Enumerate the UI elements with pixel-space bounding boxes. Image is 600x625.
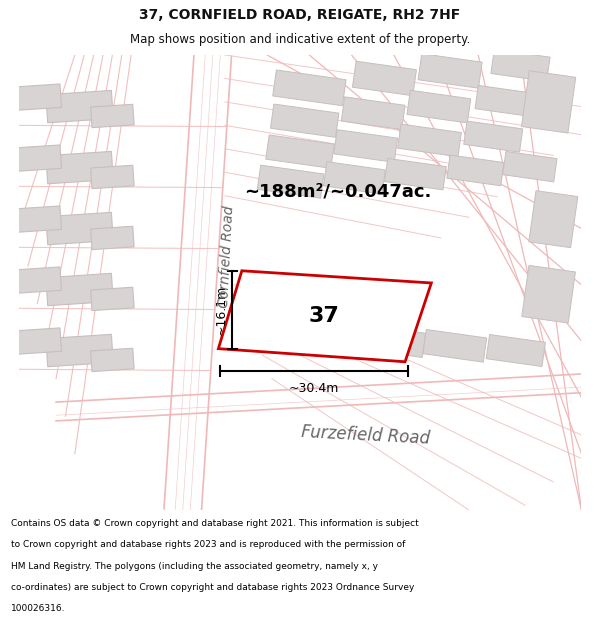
Polygon shape: [91, 104, 134, 127]
Polygon shape: [273, 70, 346, 106]
Polygon shape: [522, 266, 575, 323]
Polygon shape: [91, 165, 134, 189]
Polygon shape: [385, 158, 446, 190]
Polygon shape: [46, 151, 113, 184]
Text: Furzefield Road: Furzefield Road: [301, 422, 430, 447]
Polygon shape: [218, 271, 431, 362]
Polygon shape: [46, 273, 113, 306]
Text: ~30.4m: ~30.4m: [289, 382, 339, 396]
Text: 37: 37: [309, 306, 340, 326]
Polygon shape: [46, 91, 113, 123]
Text: Map shows position and indicative extent of the property.: Map shows position and indicative extent…: [130, 33, 470, 46]
Polygon shape: [13, 328, 61, 354]
Text: 100026316.: 100026316.: [11, 604, 65, 613]
Polygon shape: [91, 348, 134, 372]
Polygon shape: [418, 54, 482, 88]
Text: ~16.1m: ~16.1m: [215, 284, 228, 335]
Polygon shape: [271, 104, 339, 138]
Text: HM Land Registry. The polygons (including the associated geometry, namely x, y: HM Land Registry. The polygons (includin…: [11, 562, 378, 571]
Polygon shape: [46, 213, 113, 245]
Polygon shape: [323, 162, 385, 194]
Polygon shape: [294, 320, 362, 353]
Polygon shape: [491, 49, 550, 81]
Polygon shape: [521, 71, 576, 133]
Polygon shape: [13, 84, 61, 111]
Polygon shape: [334, 129, 398, 162]
Polygon shape: [257, 165, 324, 198]
Polygon shape: [13, 206, 61, 232]
Text: ~188m²/~0.047ac.: ~188m²/~0.047ac.: [244, 182, 431, 200]
Polygon shape: [407, 90, 471, 123]
Polygon shape: [46, 334, 113, 367]
Text: Contains OS data © Crown copyright and database right 2021. This information is : Contains OS data © Crown copyright and d…: [11, 519, 419, 528]
Text: Cornfield Road: Cornfield Road: [217, 205, 236, 308]
Polygon shape: [341, 97, 405, 129]
Polygon shape: [398, 124, 461, 157]
Polygon shape: [486, 334, 545, 366]
Text: co-ordinates) are subject to Crown copyright and database rights 2023 Ordnance S: co-ordinates) are subject to Crown copyr…: [11, 583, 414, 592]
Polygon shape: [352, 61, 416, 96]
Polygon shape: [529, 191, 578, 248]
Text: to Crown copyright and database rights 2023 and is reproduced with the permissio: to Crown copyright and database rights 2…: [11, 541, 405, 549]
Text: 37, CORNFIELD ROAD, REIGATE, RH2 7HF: 37, CORNFIELD ROAD, REIGATE, RH2 7HF: [139, 8, 461, 22]
Polygon shape: [362, 325, 426, 357]
Polygon shape: [423, 329, 487, 362]
Polygon shape: [503, 151, 557, 182]
Polygon shape: [91, 226, 134, 249]
Polygon shape: [91, 288, 134, 311]
Polygon shape: [266, 135, 334, 168]
Polygon shape: [13, 267, 61, 293]
Polygon shape: [475, 86, 534, 116]
Polygon shape: [464, 121, 523, 152]
Polygon shape: [13, 145, 61, 171]
Polygon shape: [447, 155, 504, 186]
